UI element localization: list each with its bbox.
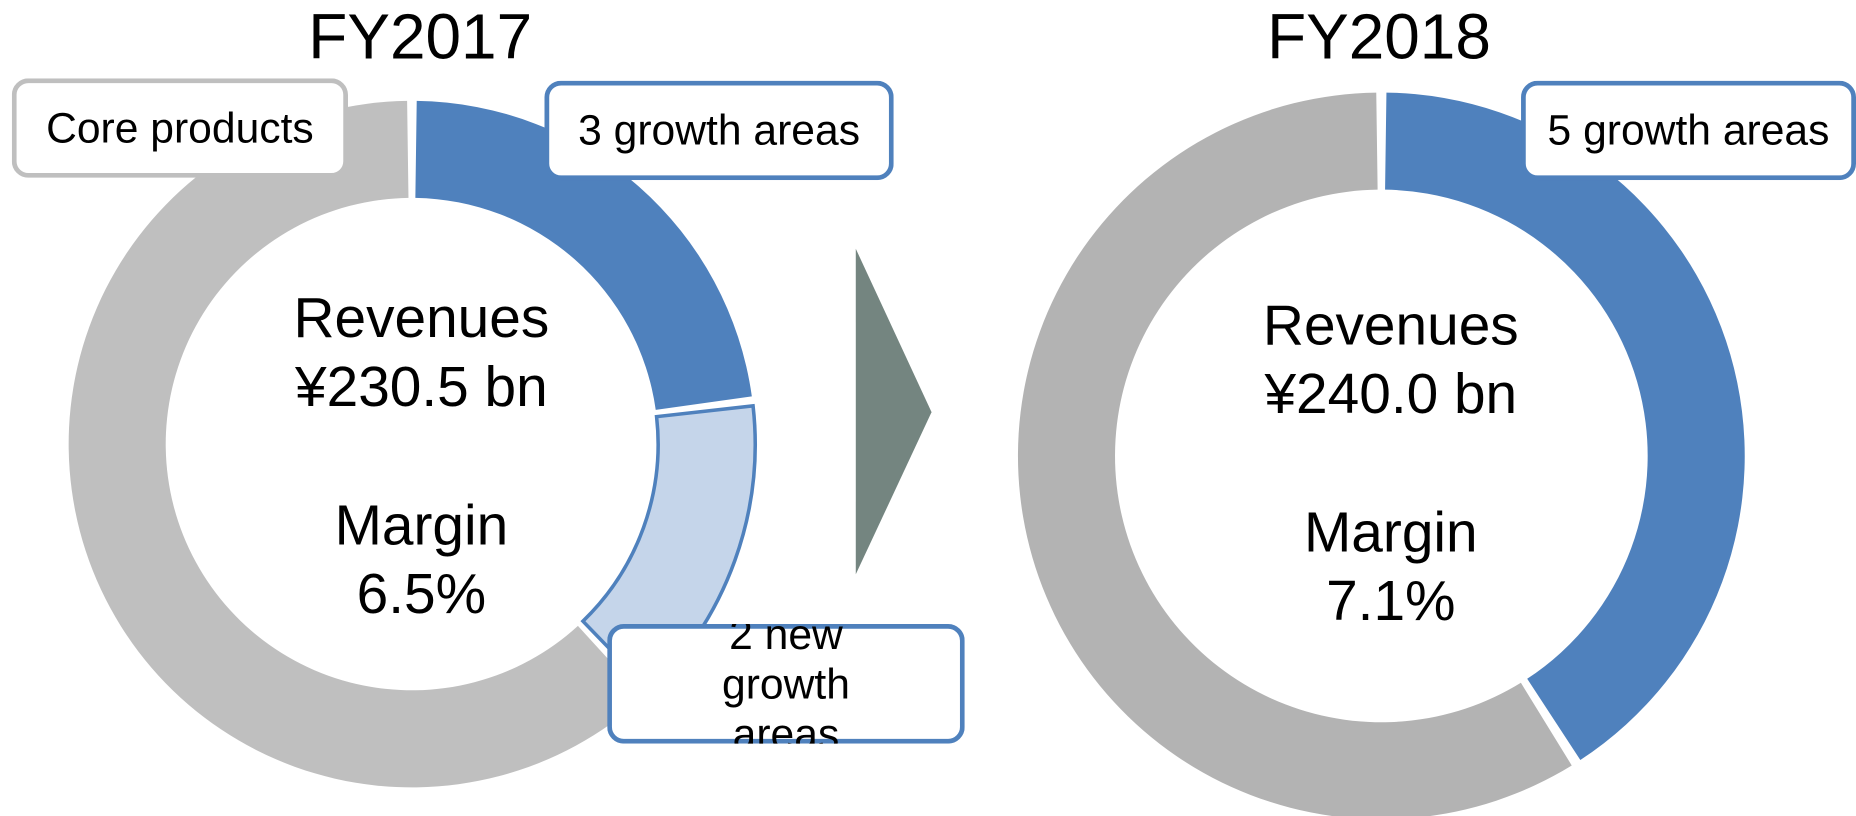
donut-segment — [415, 100, 752, 410]
center-text: ¥230.5 bn — [294, 356, 548, 419]
center-text: ¥240.0 bn — [1263, 363, 1517, 426]
segment-label: 3 growth areas — [544, 80, 894, 181]
center-text: Revenues — [1263, 294, 1519, 357]
center-text: Margin — [1304, 501, 1478, 564]
donut-segment — [68, 100, 644, 788]
donut-segment — [1385, 92, 1745, 761]
chart-title: FY2017 — [308, 1, 532, 73]
segment-label: Core products — [11, 78, 349, 178]
center-text: 7.1% — [1326, 570, 1455, 633]
segment-label-box: Core products — [11, 78, 349, 178]
center-text: Revenues — [294, 287, 550, 350]
arrow — [855, 248, 932, 575]
donut-segment — [1017, 92, 1572, 816]
center-text: 6.5% — [357, 563, 486, 626]
segment-label-box: 2 new growth areas — [607, 624, 965, 744]
segment-label-box: 5 growth areas — [1521, 80, 1856, 181]
center-text: Margin — [335, 494, 509, 557]
segment-label: 2 new growth areas — [607, 624, 965, 744]
segment-label-box: 3 growth areas — [544, 80, 894, 181]
chart-title: FY2018 — [1267, 1, 1491, 73]
segment-label: 5 growth areas — [1521, 80, 1856, 181]
